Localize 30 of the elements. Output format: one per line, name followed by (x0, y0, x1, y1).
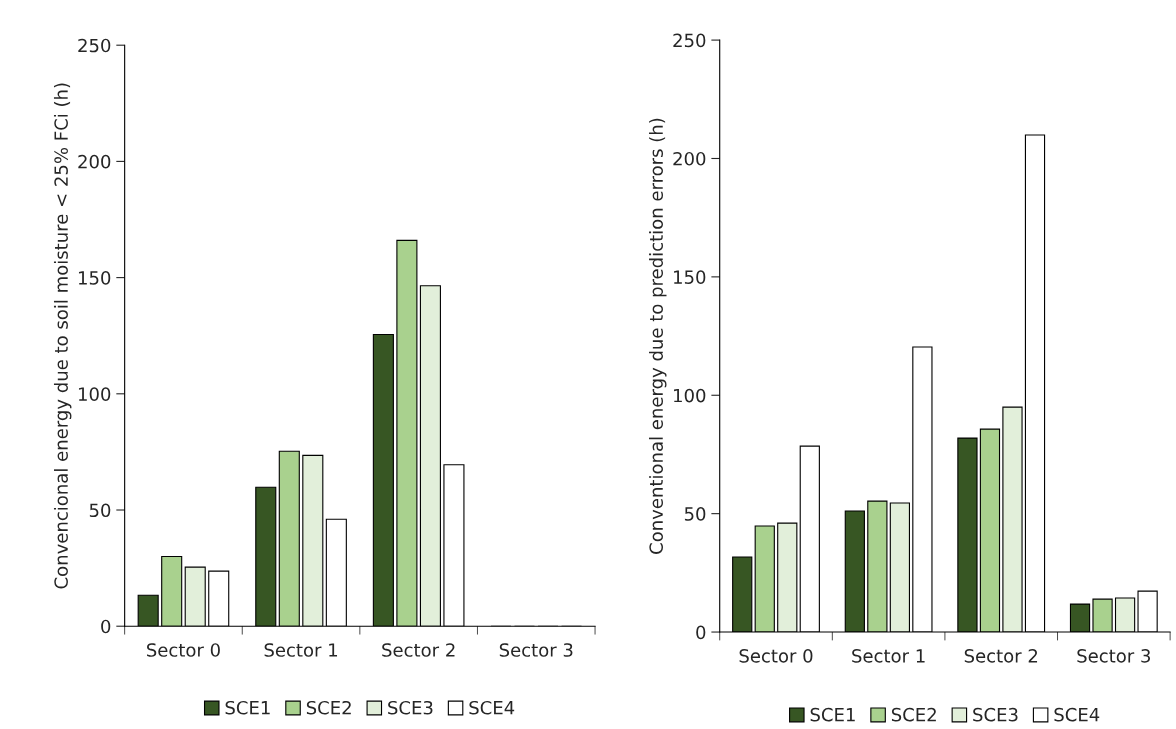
y-axis-title: Conventional energy due to prediction errors (h) (649, 118, 667, 554)
x-tick-label: Sector 2 (382, 643, 455, 657)
x-tick-label: Sector 2 (964, 649, 1038, 663)
legend-label: SCE2 (306, 700, 351, 715)
y-tick-label: 250 (78, 38, 111, 53)
y-tick-label: 100 (674, 388, 706, 403)
y-tick-label: 0 (696, 625, 706, 640)
y-tick-label: 50 (89, 503, 111, 518)
y-tick-label: 100 (78, 387, 111, 401)
legend-label: SCE1 (225, 700, 270, 715)
x-tick-label: Sector 1 (852, 649, 925, 663)
y-tick-label: 250 (673, 33, 706, 48)
x-tick-label: Sector 0 (739, 649, 813, 663)
x-tick-label: Sector 1 (264, 643, 338, 657)
x-tick-label: Sector 3 (1077, 649, 1151, 663)
legend-label: SCE3 (973, 707, 1018, 722)
x-tick-label: Sector 0 (147, 643, 220, 657)
legend-label: SCE2 (891, 707, 936, 722)
y-tick-label: 50 (684, 507, 706, 521)
legend-label: SCE1 (810, 707, 855, 722)
y-axis-title: Convencional energy due to soil moisture < 25% FCi (h) (53, 83, 72, 589)
y-tick-label: 150 (78, 271, 111, 285)
y-tick-label: 200 (673, 151, 706, 166)
legend-label: SCE4 (1054, 707, 1100, 722)
x-tick-label: Sector 3 (499, 643, 573, 657)
y-tick-label: 150 (674, 270, 706, 284)
y-tick-label: 200 (78, 154, 111, 169)
legend-label: SCE4 (469, 700, 515, 715)
legend-label: SCE3 (388, 700, 433, 715)
y-tick-label: 0 (101, 619, 111, 634)
